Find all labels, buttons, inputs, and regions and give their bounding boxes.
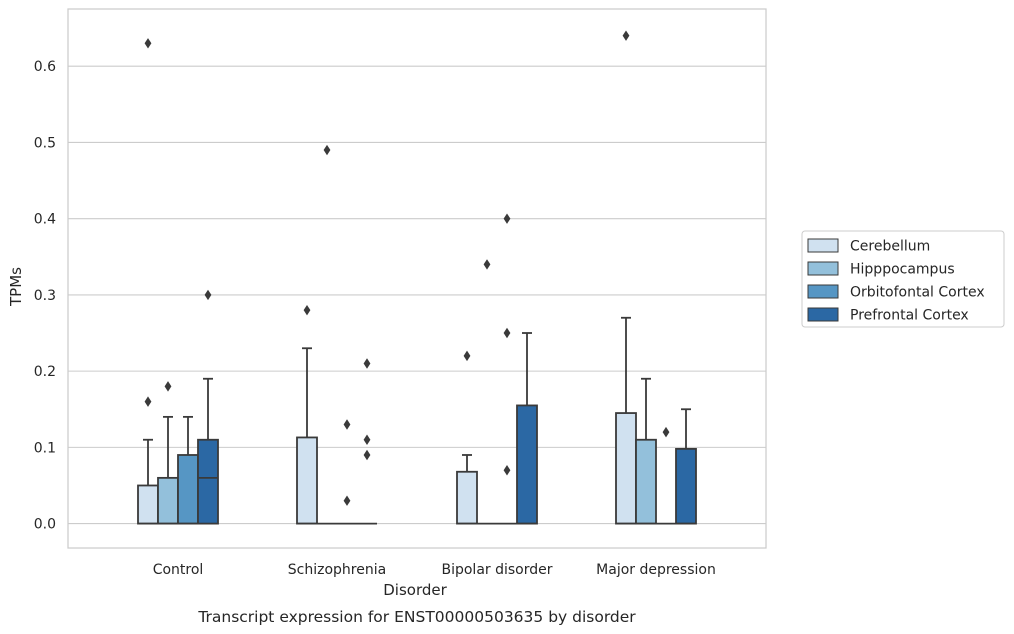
y-axis-label: TPMs: [7, 267, 25, 307]
series-prefrontal-cortex: [197, 289, 697, 525]
legend-item: Prefrontal Cortex: [807, 307, 969, 324]
outlier-point: [503, 213, 511, 224]
x-tick-labels: Control Schizophrenia Bipolar disorder Majo…: [153, 562, 716, 578]
outlier-point: [164, 381, 172, 392]
box-body: [456, 470, 478, 525]
grid-lines: [68, 65, 766, 525]
legend-swatch: [807, 238, 839, 253]
legend: Cerebellum Hipppocampus Orbitofontal Corte…: [801, 230, 1005, 328]
box-2-1: [337, 419, 357, 525]
box-3-2: [516, 332, 538, 525]
y-tick-label: 0.1: [34, 440, 56, 456]
outlier-point: [343, 419, 351, 430]
box-body: [675, 447, 697, 525]
outlier-point: [463, 350, 471, 362]
box-1-3: [635, 377, 657, 525]
outlier-point: [662, 426, 670, 438]
box-3-0: [197, 289, 219, 525]
legend-item: Orbitofontal Cortex: [807, 284, 985, 301]
outlier-point: [503, 465, 511, 476]
outlier-point: [483, 259, 491, 270]
plot-frame: [67, 8, 767, 549]
legend-item: Hipppocampus: [807, 261, 955, 278]
y-tick-label: 0.3: [34, 288, 56, 304]
outlier-point: [144, 38, 152, 49]
x-tick-label: Bipolar disorder: [441, 562, 552, 578]
outlier-point: [363, 358, 371, 369]
box-body: [615, 412, 637, 525]
box-3-1: [357, 358, 377, 525]
series-orbitofontal-cortex: [177, 213, 676, 525]
box-body: [635, 438, 657, 525]
y-tick-label: 0.2: [34, 364, 56, 380]
box-0-3: [615, 30, 637, 525]
box-2-0: [177, 415, 199, 525]
legend-label: Prefrontal Cortex: [850, 308, 969, 324]
y-tick-label: 0.5: [34, 135, 56, 151]
outlier-point: [343, 495, 351, 506]
box-0-0: [137, 38, 159, 525]
y-tick-labels: 0.0 0.1 0.2 0.3 0.4 0.5 0.6: [34, 59, 56, 532]
outlier-point: [503, 327, 511, 339]
box-body: [296, 436, 318, 525]
y-tick-label: 0.0: [34, 517, 56, 533]
legend-frame: [801, 230, 1005, 328]
x-tick-label: Major depression: [596, 562, 716, 578]
outlier-point: [204, 289, 212, 301]
box-2-3: [656, 426, 676, 525]
box-1-1: [317, 144, 337, 525]
legend-swatch: [807, 261, 839, 276]
outlier-point: [303, 304, 311, 316]
chart-caption: Transcript expression for ENST0000050363…: [197, 608, 636, 626]
outlier-point: [363, 449, 371, 461]
y-tick-label: 0.4: [34, 212, 56, 228]
box-0-2: [456, 350, 478, 525]
outlier-point: [144, 396, 152, 407]
legend-swatch: [807, 284, 839, 299]
x-tick-label: Schizophrenia: [288, 562, 386, 578]
box-1-2: [477, 259, 497, 525]
box-body: [177, 454, 199, 525]
series-hipppocampus: [157, 144, 657, 525]
box-3-3: [675, 408, 697, 525]
outlier-point: [363, 434, 371, 445]
x-tick-label: Control: [153, 562, 204, 578]
box-body: [197, 438, 219, 525]
outlier-point: [323, 144, 331, 156]
box-0-1: [296, 304, 318, 525]
box-body: [516, 404, 538, 525]
box-body: [137, 484, 159, 525]
y-tick-label: 0.6: [34, 59, 56, 75]
legend-swatch: [807, 307, 839, 322]
x-axis-label: Disorder: [383, 581, 447, 599]
legend-label: Hipppocampus: [850, 262, 955, 278]
legend-item: Cerebellum: [807, 238, 930, 255]
outlier-point: [622, 30, 630, 41]
box-1-0: [157, 381, 179, 525]
box-2-2: [497, 213, 517, 525]
legend-label: Orbitofontal Cortex: [850, 285, 985, 301]
legend-label: Cerebellum: [850, 239, 930, 255]
box-body: [157, 476, 179, 525]
box-series: [137, 30, 697, 525]
